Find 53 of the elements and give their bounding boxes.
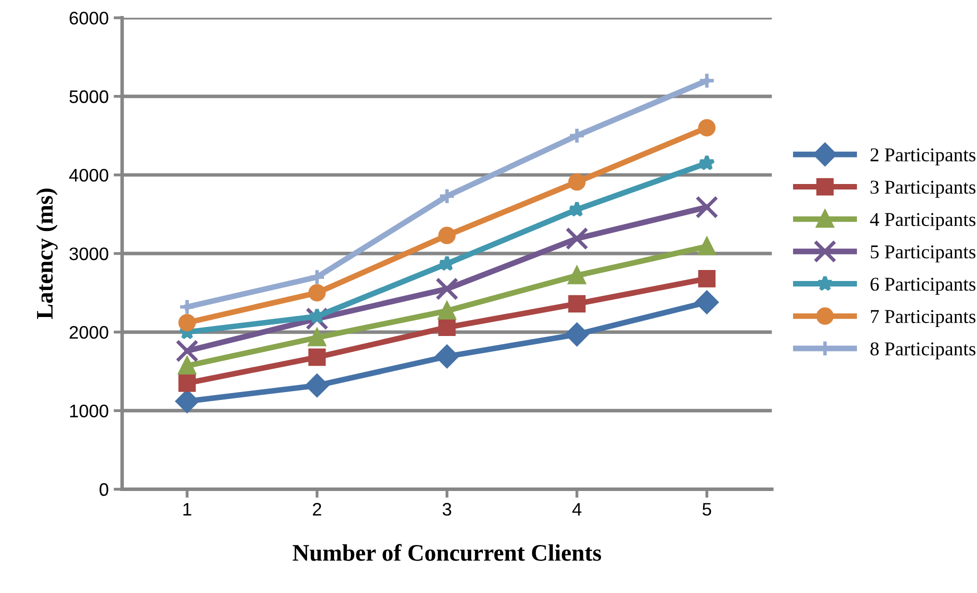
x-tick-label: 3 bbox=[442, 502, 452, 516]
point bbox=[178, 357, 196, 375]
point bbox=[698, 238, 716, 256]
legend-label: 7 Participants bbox=[871, 310, 976, 328]
x-axis-title: Number of Concurrent Clients bbox=[292, 544, 602, 561]
point bbox=[698, 72, 716, 90]
point bbox=[698, 119, 716, 136]
point bbox=[695, 290, 718, 314]
y-tick-label: 2000 bbox=[70, 326, 108, 339]
y-tick-label: 4000 bbox=[69, 168, 108, 182]
point bbox=[308, 268, 326, 286]
point bbox=[438, 187, 456, 205]
point bbox=[308, 284, 326, 302]
legend-label: 4 Participants bbox=[870, 213, 976, 230]
point bbox=[178, 374, 196, 392]
point bbox=[178, 298, 196, 316]
legend-label: 5 Participants bbox=[870, 245, 976, 262]
y-tick-label: 3000 bbox=[69, 247, 108, 260]
point bbox=[306, 307, 328, 330]
point bbox=[178, 314, 196, 332]
point bbox=[695, 196, 718, 219]
point bbox=[438, 318, 456, 336]
legend-label: 3 Participants bbox=[870, 180, 976, 198]
x-tick-label: 4 bbox=[572, 503, 582, 516]
point bbox=[308, 328, 326, 346]
point bbox=[438, 226, 456, 244]
point bbox=[568, 295, 586, 312]
y-tick-label: 1000 bbox=[70, 404, 108, 418]
point bbox=[435, 344, 459, 368]
point bbox=[568, 173, 586, 191]
point bbox=[565, 322, 588, 346]
point bbox=[698, 270, 716, 288]
legend-label: 2 Participants bbox=[870, 148, 976, 166]
y-axis-title: Latency (ms) bbox=[36, 188, 58, 320]
y-tick-label: 0 bbox=[100, 483, 108, 496]
point bbox=[308, 348, 326, 366]
point bbox=[438, 302, 456, 320]
point bbox=[176, 339, 199, 362]
point bbox=[436, 277, 458, 300]
x-tick-label: 5 bbox=[702, 503, 712, 516]
point bbox=[568, 266, 586, 284]
point bbox=[438, 255, 456, 272]
legend-label: 8 Participants bbox=[870, 342, 976, 360]
point bbox=[176, 390, 199, 413]
y-tick-label: 5000 bbox=[69, 90, 108, 104]
point bbox=[565, 227, 588, 250]
point bbox=[305, 374, 329, 398]
point bbox=[698, 154, 716, 170]
y-tick-label: 6000 bbox=[70, 12, 108, 25]
x-tick-label: 2 bbox=[312, 502, 322, 516]
x-tick-label: 1 bbox=[183, 503, 192, 516]
legend-label: 6 Participants bbox=[870, 278, 976, 295]
point bbox=[568, 126, 586, 144]
